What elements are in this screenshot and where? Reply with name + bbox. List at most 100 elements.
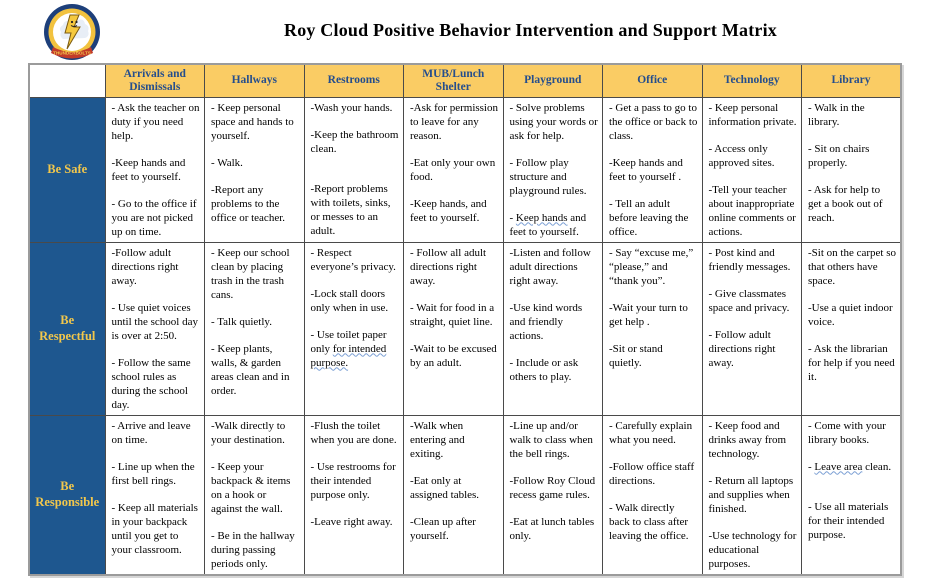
cell-be-safe-hallways: - Keep personal space and hands to yours… (204, 96, 305, 243)
cell-be-safe-playground: - Solve problems using your words or ask… (502, 96, 603, 243)
rule-item: - Say “excuse me,” “please,” and “thank … (609, 246, 694, 287)
matrix-row-be-respectful: Be Respectful -Follow adult directions ri… (28, 241, 902, 416)
cell-be-safe-library: - Walk in the library. - Sit on chairs pr… (801, 96, 902, 243)
rule-item: -Follow Roy Cloud recess game rules. (509, 474, 596, 501)
column-header-library: Library (801, 63, 902, 98)
rule-item: - Use all materials for their intended p… (808, 500, 889, 541)
rule-item: - Ask for help to get a book out of reac… (808, 183, 883, 224)
rule-item: - Line up when the first bell rings. (111, 460, 195, 487)
spellcheck-underline: for intended purpose. (310, 342, 387, 369)
rule-item: - Use restrooms for their intended purpo… (310, 460, 396, 501)
column-header-office: Office (602, 63, 703, 98)
rule-item: - Follow all adult directions right away… (410, 246, 487, 287)
cell-be-responsible-office: - Carefully explain what you need. -Follo… (602, 414, 703, 575)
rule-item: -Use kind words and friendly actions. (509, 301, 583, 342)
rule-item: - Include or ask others to play. (509, 356, 579, 383)
paragraph-gap (808, 487, 896, 500)
rule-item: -Keep hands and feet to yourself . (609, 156, 683, 183)
cell-be-responsible-restrooms: -Flush the toilet when you are done. - Us… (303, 414, 404, 575)
behavior-matrix-table: Arrivals and Dismissals Hallways Restrooms… (28, 63, 902, 576)
row-header-be-responsible: Be Responsible (28, 414, 106, 575)
column-header-restrooms: Restrooms (303, 63, 404, 98)
rule-item: - Ask the teacher on duty if you need he… (111, 101, 200, 142)
cell-be-responsible-hallways: -Walk directly to your destination. - Kee… (204, 414, 305, 575)
rule-item: - Sit on chairs properly. (808, 142, 870, 169)
page-title: Roy Cloud Positive Behavior Intervention… (284, 20, 777, 40)
document-header: THUNDERBOLTS Roy Cloud Positive Behavior… (0, 0, 941, 63)
rule-item: -Eat only at assigned tables. (410, 474, 480, 501)
rule-item: - Solve problems using your words or ask… (509, 101, 598, 142)
rule-item: - Come with your library books. (808, 419, 886, 446)
cell-be-safe-mub-lunch-shelter: -Ask for permission to leave for any rea… (403, 96, 504, 243)
rule-item: -Walk directly to your destination. (211, 419, 286, 446)
rule-item: -Walk when entering and exiting. (410, 419, 465, 460)
rule-item: -Keep hands, and feet to yourself. (410, 197, 487, 224)
rule-item: - Talk quietly. (211, 315, 272, 328)
cell-be-safe-restrooms: -Wash your hands. -Keep the bathroom clea… (303, 96, 404, 243)
cell-be-respectful-technology: - Post kind and friendly messages. - Give… (701, 241, 802, 416)
rule-item: - Arrive and leave on time. (111, 419, 191, 446)
rule-item: - Access only approved sites. (708, 142, 775, 169)
matrix-header-row: Arrivals and Dismissals Hallways Restrooms… (28, 63, 902, 98)
rule-item: - Walk. (211, 156, 243, 169)
rule-item: -Lock stall doors only when in use. (310, 287, 389, 314)
column-header-arrivals-and-dismissals: Arrivals and Dismissals (104, 63, 205, 98)
rule-item: - Keep our school clean by placing trash… (211, 246, 290, 301)
rule-item: - Walk in the library. (808, 101, 865, 128)
corner-cell (28, 63, 106, 98)
rule-item: - Go to the office if you are not picked… (111, 197, 197, 238)
rule-item: - Keep plants, walls, & garden areas cle… (211, 342, 290, 397)
column-header-technology: Technology (701, 63, 802, 98)
rule-item: -Clean up after yourself. (410, 515, 476, 542)
rule-item: - Tell an adult before leaving the offic… (609, 197, 689, 238)
spellcheck-underline: Keep hands (515, 211, 568, 224)
rule-item: -Report problems with toilets, sinks, or… (310, 182, 391, 237)
cell-be-respectful-library: -Sit on the carpet so that others have s… (801, 241, 902, 416)
rule-item: -Report any problems to the office or te… (211, 183, 286, 224)
rule-item: -Follow adult directions right away. (111, 246, 179, 287)
matrix-row-be-safe: Be Safe - Ask the teacher on duty if you … (28, 96, 902, 243)
cell-be-respectful-hallways: - Keep our school clean by placing trash… (204, 241, 305, 416)
rule-item: - Keep hands and feet to yourself. (509, 211, 587, 238)
rule-item: -Flush the toilet when you are done. (310, 419, 397, 446)
rule-item: -Ask for permission to leave for any rea… (410, 101, 498, 142)
rule-item: -Use a quiet indoor voice. (808, 301, 893, 328)
row-header-be-safe: Be Safe (28, 96, 106, 243)
rule-item: - Use toilet paper only for intended pur… (310, 328, 387, 369)
matrix-row-be-responsible: Be Responsible - Arrive and leave on time… (28, 414, 902, 575)
rule-item: -Eat only your own food. (410, 156, 496, 183)
cell-be-responsible-mub-lunch-shelter: -Walk when entering and exiting. -Eat onl… (403, 414, 504, 575)
row-header-be-respectful: Be Respectful (28, 241, 106, 416)
rule-item: - Get a pass to go to the office or back… (609, 101, 698, 142)
rule-item: -Keep hands and feet to yourself. (111, 156, 186, 183)
rule-item: -Keep the bathroom clean. (310, 128, 399, 155)
cell-be-safe-arrivals-and-dismissals: - Ask the teacher on duty if you need he… (104, 96, 205, 243)
rule-item: - Keep personal information private. (708, 101, 797, 128)
rule-item: -Line up and/or walk to class when the b… (509, 419, 593, 460)
rule-item: -Use technology for educational purposes… (708, 529, 797, 570)
cell-be-respectful-office: - Say “excuse me,” “please,” and “thank … (602, 241, 703, 416)
column-header-mub-lunch-shelter: MUB/Lunch Shelter (403, 63, 504, 98)
rule-item: - Keep all materials in your backpack un… (111, 501, 198, 556)
rule-item: -Wash your hands. (310, 101, 393, 114)
rule-item: -Sit or stand quietly. (609, 342, 663, 369)
cell-be-safe-office: - Get a pass to go to the office or back… (602, 96, 703, 243)
cell-be-responsible-technology: - Keep food and drinks away from technol… (701, 414, 802, 575)
rule-item: - Wait for food in a straight, quiet lin… (410, 301, 495, 328)
rule-item: - Return all laptops and supplies when f… (708, 474, 794, 515)
rule-item: - Respect everyone’s privacy. (310, 246, 396, 273)
cell-be-responsible-arrivals-and-dismissals: - Arrive and leave on time. - Line up whe… (104, 414, 205, 575)
rule-item: - Keep food and drinks away from technol… (708, 419, 787, 460)
rule-item: - Ask the librarian for help if you need… (808, 342, 895, 383)
paragraph-gap (311, 169, 400, 182)
rule-item: -Sit on the carpet so that others have s… (808, 246, 896, 287)
rule-item: -Eat at lunch tables only. (509, 515, 595, 542)
spellcheck-underline: Leave area (814, 460, 863, 473)
cell-be-respectful-playground: -Listen and follow adult directions righ… (502, 241, 603, 416)
rule-item: - Follow adult directions right away. (708, 328, 776, 369)
banner-text: THUNDERBOLTS (53, 51, 91, 56)
rule-item: -Wait to be excused by an adult. (410, 342, 497, 369)
rule-item: - Walk directly back to class after leav… (609, 501, 689, 542)
cell-be-respectful-restrooms: - Respect everyone’s privacy. -Lock stall… (303, 241, 404, 416)
rule-item: - Give classmates space and privacy. (708, 287, 790, 314)
